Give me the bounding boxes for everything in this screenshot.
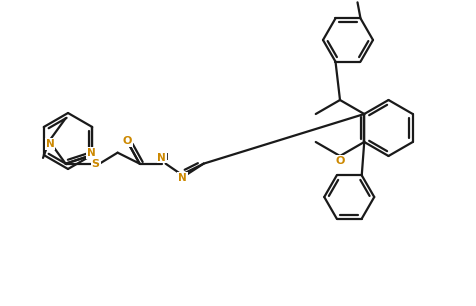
Text: O: O xyxy=(123,136,132,146)
Text: O: O xyxy=(335,156,345,166)
Text: H: H xyxy=(161,153,168,162)
Text: N: N xyxy=(46,139,55,149)
Text: N: N xyxy=(87,148,96,158)
Text: N: N xyxy=(178,173,187,183)
Text: S: S xyxy=(91,159,99,169)
Text: N: N xyxy=(157,153,166,163)
